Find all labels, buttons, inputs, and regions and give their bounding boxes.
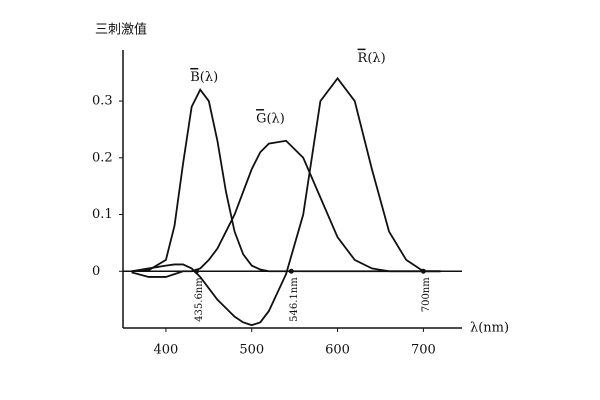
series-line	[131, 76, 441, 327]
x-axis-label: λ(nm)	[470, 321, 509, 336]
y-tick-label: 0.3	[92, 94, 113, 109]
y-tick-label: 0.2	[92, 150, 113, 165]
y-axis-label: 三刺激值	[95, 22, 147, 38]
x-tick-label: 400	[153, 343, 178, 358]
annotation: 546.1nm	[289, 277, 300, 322]
y-tick-label: 0.1	[92, 207, 113, 222]
legend-label: R(λ)	[358, 51, 386, 66]
series-line	[131, 139, 441, 278]
y-tick-label: 0	[92, 264, 100, 279]
annotation-dot	[193, 268, 199, 274]
x-tick-label: 700	[411, 343, 436, 358]
annotation: 700nm	[421, 277, 432, 313]
x-tick-label: 500	[239, 343, 264, 358]
annotation-dot	[420, 268, 426, 274]
legend-label: B(λ)	[190, 70, 218, 85]
x-tick-label: 600	[325, 343, 350, 358]
series-line	[131, 88, 441, 273]
annotation: 435.6nm	[194, 277, 205, 322]
annotation-dot	[288, 268, 294, 274]
legend-label: G(λ)	[256, 111, 285, 126]
